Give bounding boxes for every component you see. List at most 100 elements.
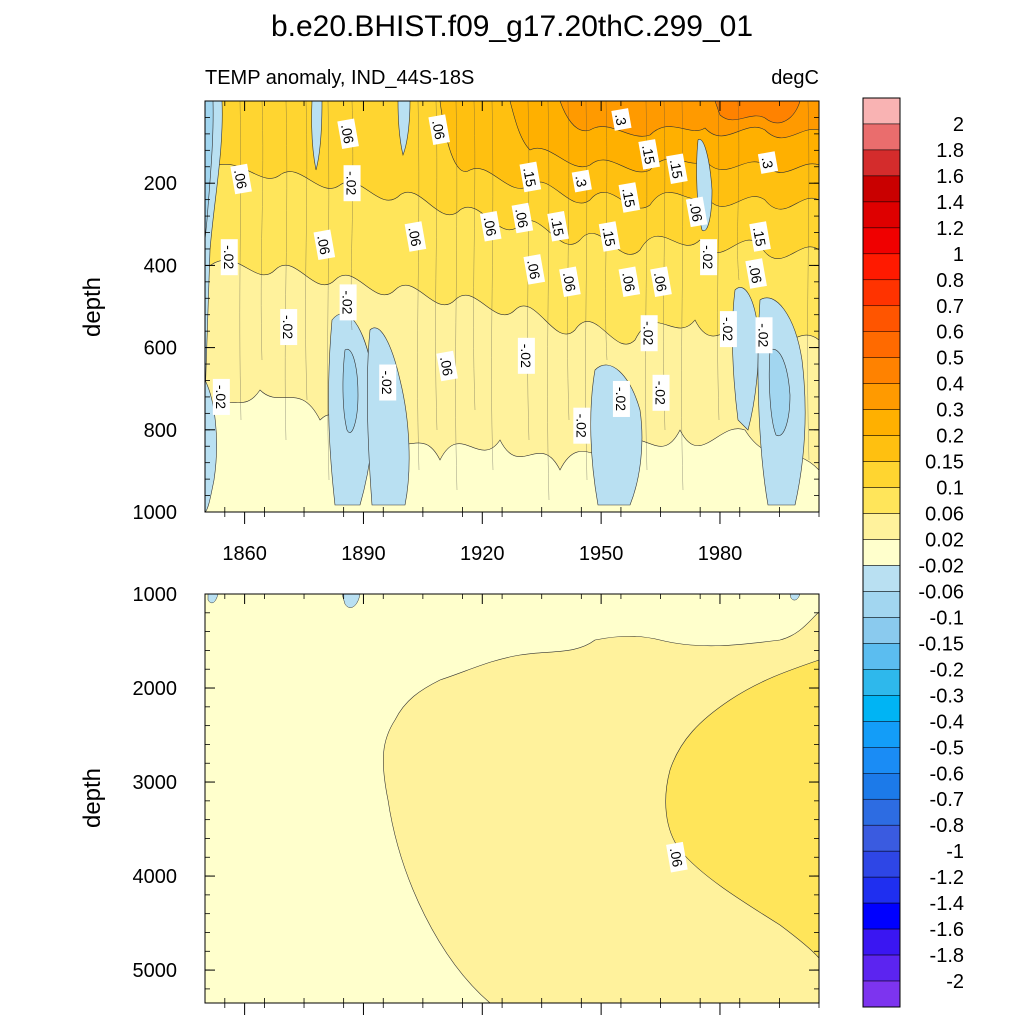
y-tick-label: 2000: [133, 678, 178, 700]
y-tick-label: 800: [144, 420, 177, 442]
colorbar-label: -0.02: [918, 555, 964, 577]
contour-label: -.02: [379, 364, 397, 401]
contour-label-box: [612, 380, 630, 417]
colorbar-label: -2: [946, 971, 964, 993]
contour-label: -.02: [640, 315, 658, 352]
colorbar-swatch: [862, 227, 901, 255]
x-tick-label: 1890: [341, 543, 386, 565]
contour-label-box: [618, 182, 641, 213]
contour-label-box: [436, 350, 458, 382]
colorbar-swatch: [862, 201, 901, 229]
contour-label-text: -.02: [340, 290, 356, 314]
contour-label: -.02: [612, 380, 630, 417]
contour-label-text: .3: [572, 174, 590, 188]
contour-label-text: -.02: [280, 315, 296, 339]
contour-label-box: [638, 139, 660, 170]
contour-label: .06: [666, 841, 688, 873]
colorbar-swatch: [862, 617, 901, 644]
colorbar-label: 0.02: [925, 530, 964, 552]
contour-fill: [397, 101, 411, 156]
colorbar-swatch: [862, 435, 901, 462]
colorbar-label: -0.15: [918, 633, 964, 655]
contour-label-box: [517, 337, 535, 374]
colorbar-label: 1.2: [936, 218, 964, 240]
contour-label-text: .06: [651, 271, 670, 293]
colorbar-swatch: [862, 591, 901, 618]
contour-fill: [342, 348, 359, 433]
colorbar-swatch: [862, 902, 901, 930]
colorbar-label: -0.6: [930, 763, 964, 785]
contour-label-text: .06: [437, 355, 456, 377]
contour-label-box: [573, 407, 591, 444]
contour-label-text: -.02: [221, 245, 237, 269]
colorbar-swatch: [862, 409, 901, 436]
contour-label-box: [650, 266, 672, 298]
contour-fill: [665, 659, 819, 959]
colorbar-swatch: [862, 487, 901, 514]
colorbar-label: -1.8: [930, 945, 964, 967]
contour-label: .06: [230, 163, 252, 195]
units-label: degC: [771, 67, 819, 89]
colorbar: 2 1.8 1.6 1.4 1.2 1 0.8 0.7 0.6 0.5 0.4 0.3 0.2 0.15 0…: [862, 97, 964, 1008]
colorbar-swatch: [862, 747, 901, 774]
y-tick-label: 600: [144, 338, 177, 360]
colorbar-label: 0.8: [936, 270, 964, 292]
contour-label: -.02: [573, 407, 591, 444]
y-tick-label: 200: [144, 173, 177, 195]
contour-label-box: [618, 266, 641, 298]
colorbar-label: 1.8: [936, 140, 964, 162]
contour-fill: [768, 348, 791, 437]
colorbar-label: -0.4: [930, 711, 964, 733]
contour-label-text: -.02: [720, 317, 736, 341]
contour-label: .06: [618, 266, 641, 298]
contour-label-text: .15: [599, 226, 618, 248]
contour-label-box: [571, 169, 592, 193]
chart-title: b.e20.BHIST.f09_g17.20thC.299_01: [271, 10, 753, 43]
contour-fill: [311, 101, 323, 171]
contour-label-box: [379, 364, 397, 401]
contour-label-text: -.02: [653, 381, 669, 405]
y-tick-label: 5000: [133, 960, 178, 982]
contour-label-box: [719, 311, 737, 348]
upper-contour-panel: .06.06.3.15.15.3.06 -.02.15.3.15.06.06.15…: [133, 100, 820, 565]
contour-label: .06: [479, 211, 502, 242]
contour-label: .06: [404, 221, 427, 252]
x-tick-label: 1950: [579, 543, 624, 565]
contour-label-text: .15: [750, 226, 769, 248]
variable-label: TEMP anomaly, IND_44S-18S: [205, 67, 474, 89]
colorbar-label: 0.06: [925, 504, 964, 526]
colorbar-swatch: [862, 824, 901, 852]
contour-label-text: -.02: [756, 323, 772, 347]
colorbar-label: 0.6: [936, 322, 964, 344]
contour-label-box: [685, 196, 708, 228]
contour-label-box: [523, 254, 546, 285]
contour-label: -.02: [719, 311, 737, 348]
contour-label-box: [230, 163, 252, 195]
contour-label-box: [313, 229, 336, 261]
colorbar-label: -1.2: [930, 867, 964, 889]
contour-label-box: [666, 153, 688, 184]
contour-label-box: [511, 202, 534, 234]
contour-label: .15: [618, 182, 641, 213]
contour-label-text: .06: [314, 234, 333, 256]
colorbar-label: 0.4: [936, 374, 964, 396]
y-tick-label: 1000: [133, 502, 178, 524]
lower-contour-panel: .06 1000 2000 3000 4000 5000: [133, 584, 820, 1015]
colorbar-label: 0.3: [936, 400, 964, 422]
colorbar-label: -0.7: [930, 789, 964, 811]
contour-label-text: -.02: [344, 171, 360, 195]
contour-label-box: [666, 841, 688, 873]
colorbar-swatch: [862, 721, 901, 748]
colorbar-swatch: [862, 357, 901, 384]
contour-label-text: .15: [520, 166, 539, 188]
colorbar-swatch: [862, 123, 901, 151]
contour-label-box: [745, 258, 767, 289]
colorbar-label: 0.7: [936, 296, 964, 318]
colorbar-border: [862, 97, 901, 1008]
colorbar-label: 1.6: [936, 166, 964, 188]
contour-label: .06: [428, 114, 451, 145]
contour-label: -.02: [652, 374, 670, 411]
contour-label-box: [280, 309, 298, 346]
colorbar-swatch: [862, 954, 901, 982]
contour-fill: [205, 101, 214, 241]
